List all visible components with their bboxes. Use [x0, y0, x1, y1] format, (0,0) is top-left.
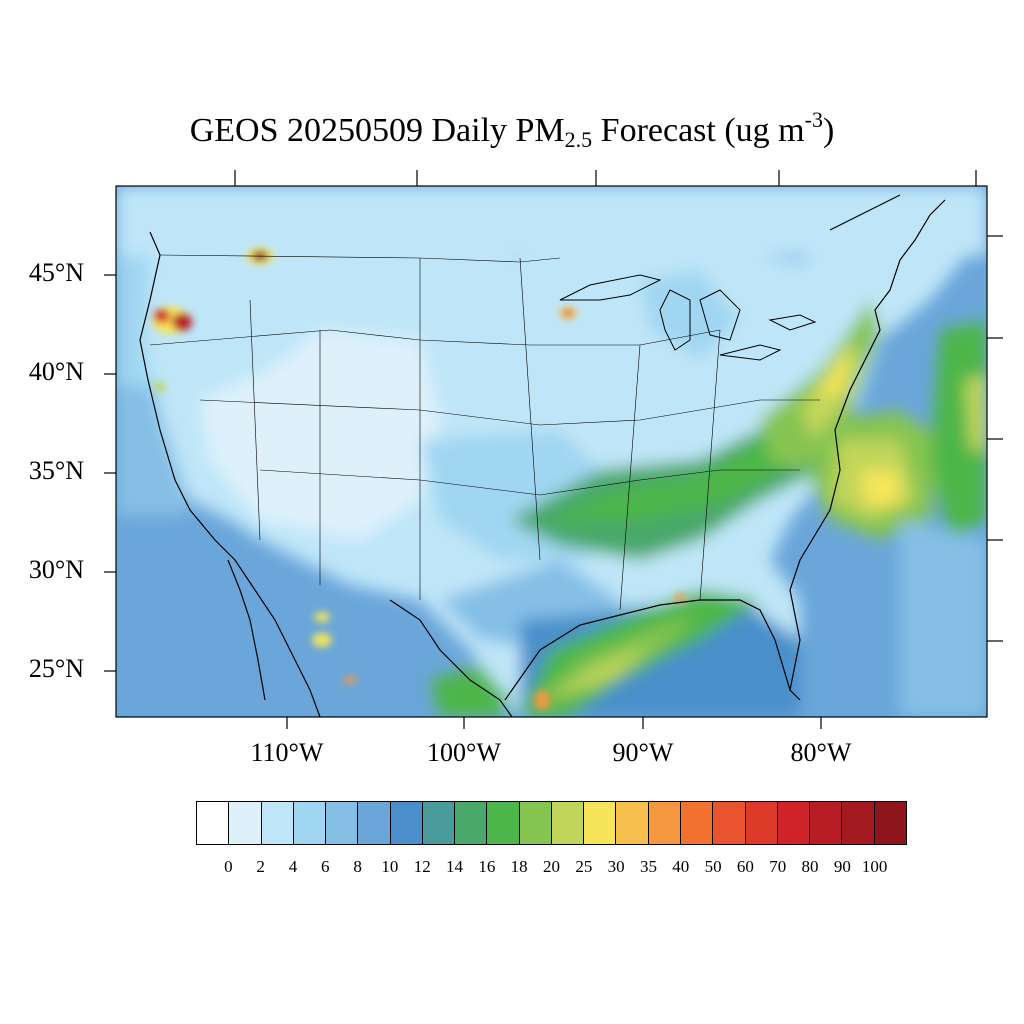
colorbar-level-label: 50	[704, 857, 722, 876]
axis-ticks	[104, 170, 1003, 729]
colorbar-swatch	[261, 802, 294, 844]
map-title: GEOS 20250509 Daily PM2.5 Forecast (ug m…	[0, 109, 1024, 152]
colorbar-swatch	[326, 802, 359, 844]
lat-label-30n: 30°N	[28, 555, 84, 584]
colorbar-swatch	[810, 802, 843, 844]
colorbar-swatch	[487, 802, 520, 844]
fire-hotspots	[152, 248, 686, 710]
colorbar-level-label: 6	[321, 857, 330, 876]
title-text: GEOS 20250509 Daily PM	[189, 112, 565, 149]
colorbar-level-label: 70	[769, 857, 787, 876]
colorbar-level-label: 8	[353, 857, 362, 876]
colorbar-level-label: 20	[543, 857, 560, 876]
colorbar-swatch	[777, 802, 811, 844]
lon-label-110w: 110°W	[250, 738, 324, 767]
colorbar-level-label: 35	[639, 857, 657, 876]
colorbar-swatch	[680, 802, 714, 844]
colorbar-level-label: 60	[736, 857, 754, 876]
colorbar-swatch	[390, 802, 423, 844]
colorbar-level-label: 4	[288, 857, 298, 876]
pm25-field	[116, 186, 987, 717]
colorbar-swatch	[519, 802, 552, 844]
lon-label-100w: 100°W	[427, 738, 501, 767]
state-borders	[149, 254, 820, 611]
colorbar-level-label: 10	[381, 857, 399, 876]
colorbar-level-label: 16	[478, 857, 496, 876]
coastlines	[139, 194, 946, 717]
colorbar-level-label: 40	[672, 857, 690, 876]
colorbar-swatch	[648, 802, 681, 844]
colorbar-level-label: 90	[833, 857, 851, 876]
title-units: Forecast (ug m	[592, 112, 805, 149]
colorbar-swatch	[745, 802, 778, 844]
colorbar-level-label: 25	[575, 857, 593, 876]
lat-label-45n: 45°N	[28, 258, 84, 287]
title-superscript: -3	[804, 107, 823, 132]
lat-label-25n: 25°N	[28, 654, 84, 683]
lon-label-80w: 80°W	[790, 738, 852, 767]
colorbar-swatch	[293, 802, 327, 844]
colorbar-swatch	[842, 802, 875, 844]
colorbar-level-label: 80	[801, 857, 819, 876]
lat-label-40n: 40°N	[28, 357, 84, 386]
colorbar	[196, 801, 907, 845]
concentration-shading	[116, 186, 987, 717]
colorbar-swatch	[713, 802, 746, 844]
great-lakes	[559, 274, 817, 361]
colorbar-swatch	[551, 802, 585, 844]
colorbar-swatch	[874, 802, 906, 844]
colorbar-swatch	[229, 802, 262, 844]
colorbar-swatch	[197, 802, 230, 844]
map-frame	[115, 185, 988, 718]
colorbar-level-label: 14	[446, 857, 464, 876]
colorbar-level-label: 18	[510, 857, 528, 876]
colorbar-swatch	[584, 802, 617, 844]
colorbar-level-label: 30	[607, 857, 625, 876]
colorbar-swatch	[358, 802, 391, 844]
lon-label-90w: 90°W	[612, 738, 674, 767]
lat-label-35n: 35°N	[28, 456, 84, 485]
colorbar-level-label: 100	[861, 857, 888, 876]
colorbar-level-label: 2	[256, 857, 265, 876]
colorbar-level-label: 12	[413, 857, 431, 876]
colorbar-swatch	[422, 802, 456, 844]
title-subscript: 2.5	[564, 127, 593, 152]
title-close: )	[822, 112, 835, 149]
colorbar-swatch	[455, 802, 488, 844]
colorbar-swatch	[616, 802, 649, 844]
colorbar-level-label: 0	[224, 857, 233, 876]
